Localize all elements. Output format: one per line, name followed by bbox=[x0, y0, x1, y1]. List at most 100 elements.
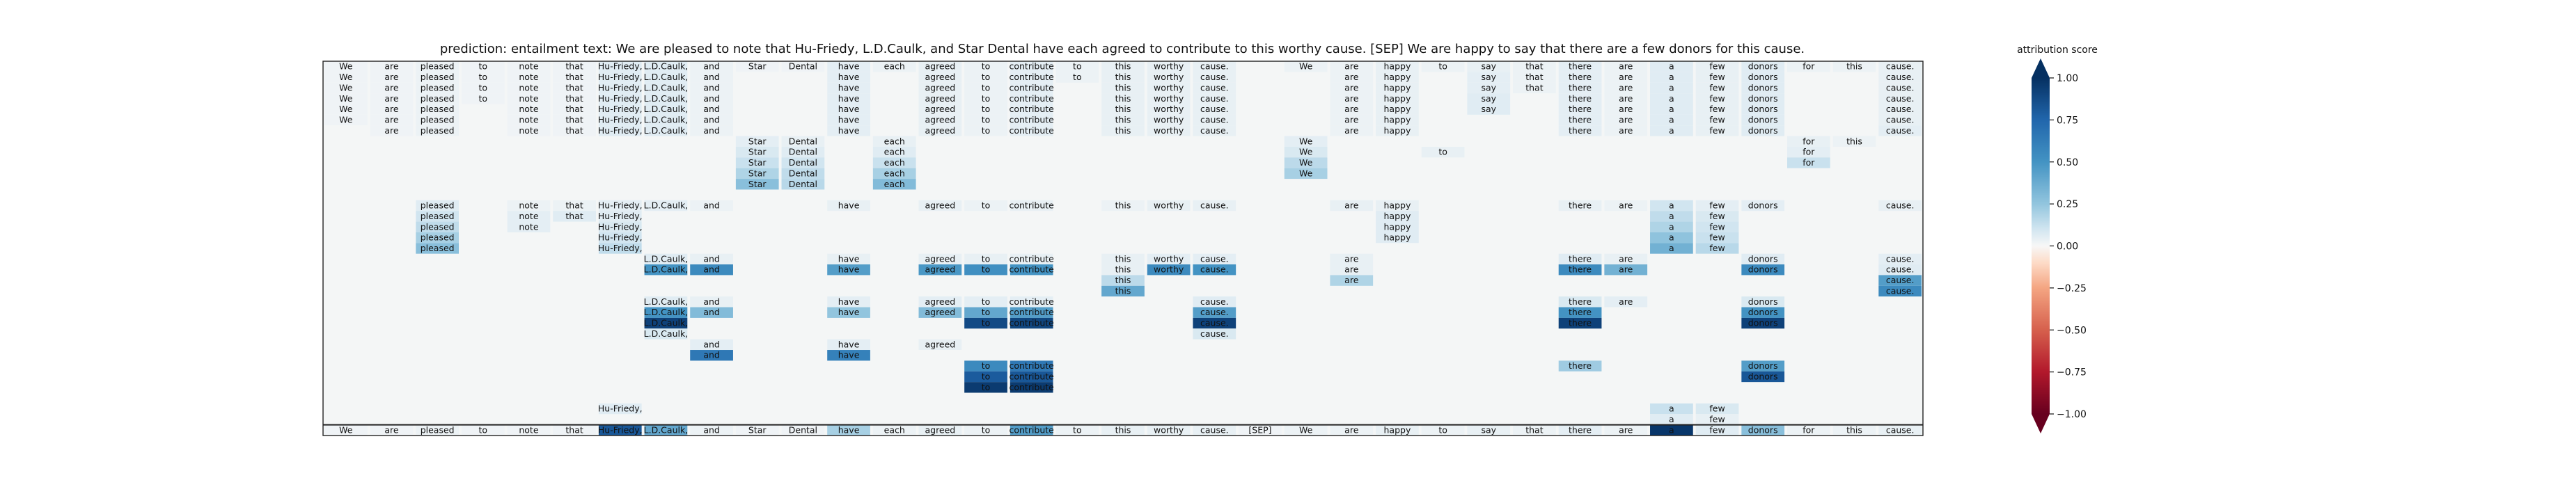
token-label: agreed bbox=[925, 296, 955, 307]
attribution-cell bbox=[644, 200, 688, 211]
attribution-cell bbox=[1101, 264, 1145, 276]
attribution-cell bbox=[918, 424, 962, 436]
token-label: Hu-Friedy, bbox=[598, 61, 643, 72]
attribution-cell bbox=[1101, 200, 1145, 211]
token-label: We bbox=[1299, 136, 1313, 146]
token-label: are bbox=[384, 82, 399, 93]
token-label: say bbox=[1481, 93, 1496, 104]
token-label: there bbox=[1569, 296, 1592, 307]
attribution-cell bbox=[1376, 424, 1419, 436]
token-label: worthy bbox=[1154, 115, 1184, 125]
token-label: contribute bbox=[1009, 296, 1054, 307]
token-label: agreed bbox=[925, 125, 955, 136]
token-label: a bbox=[1669, 424, 1674, 435]
attribution-cell bbox=[1513, 82, 1556, 94]
token-label: there bbox=[1569, 115, 1592, 125]
token-label: pleased bbox=[421, 72, 455, 82]
attribution-cell bbox=[827, 307, 870, 318]
token-label: worthy bbox=[1154, 82, 1184, 93]
token-label: worthy bbox=[1154, 424, 1184, 435]
heatmap-row: Hu-Friedy, a few bbox=[598, 404, 1739, 415]
attribution-cell bbox=[1695, 414, 1739, 425]
attribution-cell bbox=[507, 93, 551, 104]
attribution-cell bbox=[1193, 61, 1236, 72]
attribution-cell bbox=[644, 114, 688, 126]
token-label: Hu-Friedy, bbox=[598, 82, 643, 93]
attribution-cell bbox=[1330, 104, 1374, 115]
token-label: agreed bbox=[925, 82, 955, 93]
attribution-cell bbox=[1101, 93, 1145, 104]
attribution-cell bbox=[1010, 382, 1053, 393]
attribution-cell bbox=[1741, 317, 1785, 329]
token-label: pleased bbox=[421, 211, 455, 221]
token-label: L.D.Caulk, bbox=[644, 72, 689, 82]
attribution-cell bbox=[1695, 424, 1739, 436]
attribution-cell bbox=[644, 307, 688, 318]
attribution-cell bbox=[1284, 136, 1328, 147]
token-label: have bbox=[838, 93, 860, 104]
attribution-cell bbox=[1650, 200, 1693, 211]
attribution-cell bbox=[644, 317, 688, 329]
attribution-cell bbox=[1055, 72, 1099, 83]
colorbar: attribution score 1.00 0.75 0.50 0.25 0.00 −0… bbox=[2017, 45, 2098, 433]
token-label: agreed bbox=[925, 61, 955, 72]
attribution-cell bbox=[1832, 136, 1876, 147]
attribution-cell bbox=[324, 424, 368, 436]
attribution-cell bbox=[324, 82, 368, 94]
attribution-cell bbox=[1604, 296, 1648, 308]
attribution-cell bbox=[1604, 104, 1648, 115]
attribution-cell bbox=[872, 157, 916, 168]
attribution-cell bbox=[1330, 275, 1374, 286]
colorbar-tick-label: 1.00 bbox=[2057, 73, 2078, 84]
attribution-cell bbox=[1147, 72, 1191, 83]
token-label: a bbox=[1669, 211, 1674, 221]
attribution-cell bbox=[1284, 424, 1328, 436]
token-label: donors bbox=[1748, 360, 1778, 371]
token-label: cause. bbox=[1200, 264, 1229, 275]
attribution-cell bbox=[781, 424, 825, 436]
heatmap-row: L.D.Caulk, to contribute cause. there donors bbox=[644, 317, 1785, 329]
token-label: Star bbox=[748, 157, 767, 168]
heatmap-row: Star Dental each We for this bbox=[735, 136, 1876, 147]
token-label: to bbox=[982, 307, 991, 317]
attribution-cell bbox=[1376, 104, 1419, 115]
attribution-cell bbox=[1650, 93, 1693, 104]
token-label: to bbox=[982, 104, 991, 114]
token-label: contribute bbox=[1009, 424, 1054, 435]
token-label: to bbox=[1438, 424, 1447, 435]
token-label: donors bbox=[1748, 200, 1778, 211]
heatmap-row: L.D.Caulk, and have agreed to contribute cause… bbox=[644, 307, 1785, 318]
token-label: contribute bbox=[1009, 125, 1054, 136]
attribution-cell bbox=[1786, 424, 1830, 436]
attribution-cell bbox=[1695, 232, 1739, 244]
attribution-cell bbox=[1558, 424, 1602, 436]
token-label: We bbox=[339, 104, 353, 114]
token-label: Star bbox=[748, 168, 767, 178]
token-label: have bbox=[838, 61, 860, 72]
heatmap-row: to contribute there donors bbox=[964, 360, 1785, 372]
attribution-cell bbox=[964, 104, 1007, 115]
token-label: Hu-Friedy, bbox=[598, 115, 643, 125]
token-label: cause. bbox=[1886, 285, 1915, 296]
attribution-cell bbox=[1878, 93, 1922, 104]
attribution-cell bbox=[1193, 253, 1236, 265]
token-label: are bbox=[1619, 115, 1633, 125]
token-label: for bbox=[1803, 147, 1815, 157]
token-label: cause. bbox=[1886, 275, 1915, 285]
token-label: for bbox=[1803, 157, 1815, 168]
heatmap-row: L.D.Caulk, and have agreed to contribute cause… bbox=[644, 296, 1785, 308]
token-label: happy bbox=[1384, 211, 1411, 221]
attribution-cell bbox=[1695, 221, 1739, 232]
attribution-cell bbox=[1010, 253, 1053, 265]
heatmap-row: We are pleased note that Hu-Friedy, L.D.Caulk,… bbox=[324, 115, 1922, 126]
attribution-cell bbox=[1558, 296, 1602, 308]
attribution-cell bbox=[1330, 72, 1374, 83]
token-label: We bbox=[339, 115, 353, 125]
token-label: note bbox=[519, 82, 538, 93]
token-label: Star bbox=[748, 147, 767, 157]
token-label: that bbox=[565, 72, 583, 82]
token-label: pleased bbox=[421, 115, 455, 125]
attribution-cell bbox=[553, 82, 596, 94]
attribution-cell bbox=[1513, 424, 1556, 436]
token-label: are bbox=[1619, 82, 1633, 93]
